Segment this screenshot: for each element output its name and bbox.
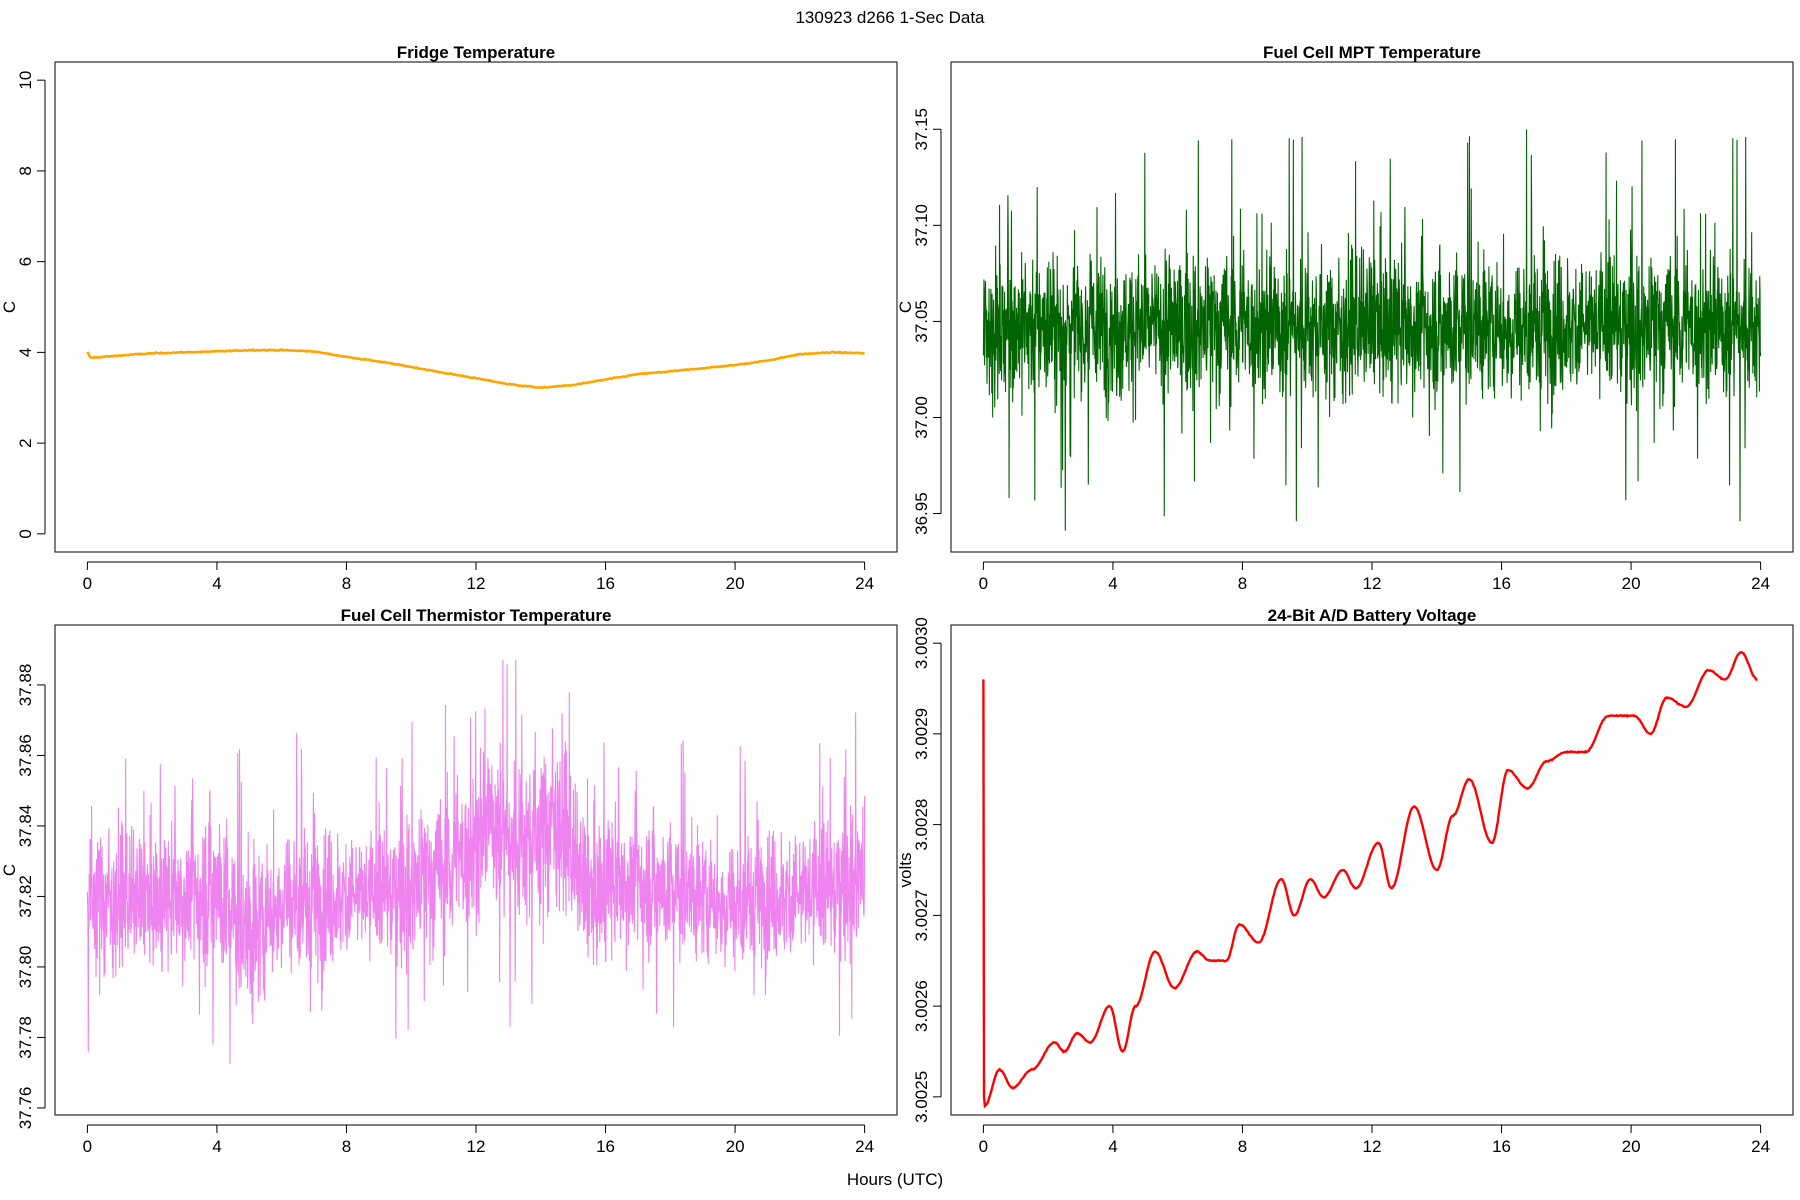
mpt-plot-frame: [950, 61, 1794, 553]
mpt-series-line: [982, 129, 1762, 531]
chart-thermistor: Fuel Cell Thermistor Temperature 0 4 8 12 16 2…: [0, 606, 898, 1156]
fridge-y-tick-label: 2: [16, 438, 35, 447]
figure-xlabel: Hours (UTC): [847, 1170, 943, 1189]
battery-x-tick-label: 24: [1751, 1137, 1770, 1156]
thermistor-y-tick-label: 37.88: [16, 664, 35, 707]
fridge-y-tick-label: 6: [16, 257, 35, 266]
battery-y-tick-label: 3.0028: [912, 799, 931, 851]
thermistor-y-tick-label: 37.76: [16, 1087, 35, 1130]
battery-y-tick-label: 3.0025: [912, 1071, 931, 1123]
mpt-y-label: C: [896, 301, 915, 313]
fridge-plot-frame: [54, 61, 898, 553]
fridge-x-tick-label: 0: [83, 574, 92, 593]
battery-y-tick-label: 3.0029: [912, 708, 931, 760]
battery-x-tick-label: 16: [1492, 1137, 1511, 1156]
thermistor-y-label: C: [0, 864, 19, 876]
fridge-y-tick-label: 10: [16, 71, 35, 90]
thermistor-y-tick-label: 37.78: [16, 1016, 35, 1059]
mpt-x-tick-label: 4: [1108, 574, 1117, 593]
fridge-x-tick-label: 20: [726, 574, 745, 593]
battery-series-line: [982, 651, 1758, 1109]
battery-title: 24-Bit A/D Battery Voltage: [1268, 606, 1477, 625]
thermistor-y-tick-label: 37.84: [16, 805, 35, 848]
fridge-title: Fridge Temperature: [397, 43, 555, 62]
mpt-y-tick-label: 37.10: [912, 204, 931, 247]
fridge-x-tick-label: 16: [596, 574, 615, 593]
thermistor-x-tick-label: 8: [342, 1137, 351, 1156]
battery-x-tick-label: 0: [979, 1137, 988, 1156]
thermistor-title: Fuel Cell Thermistor Temperature: [341, 606, 612, 625]
battery-y-tick-label: 3.0030: [912, 617, 931, 669]
thermistor-x-tick-label: 20: [726, 1137, 745, 1156]
fridge-y-tick-label: 4: [16, 348, 35, 357]
chart-mpt: Fuel Cell MPT Temperature 0 4 8 12 16 20 24 36.9…: [896, 43, 1794, 593]
thermistor-y-tick-label: 37.86: [16, 734, 35, 777]
fridge-y-label: C: [0, 301, 19, 313]
battery-x-tick-label: 8: [1238, 1137, 1247, 1156]
mpt-x-tick-label: 0: [979, 574, 988, 593]
fridge-x-tick-label: 24: [855, 574, 874, 593]
battery-x-tick-label: 12: [1363, 1137, 1382, 1156]
mpt-y-tick-label: 37.00: [912, 396, 931, 439]
fridge-y-tick-label: 8: [16, 166, 35, 175]
battery-x-tick-label: 4: [1108, 1137, 1117, 1156]
mpt-y-tick-label: 37.15: [912, 108, 931, 151]
fridge-y-tick-label: 0: [16, 529, 35, 538]
thermistor-x-tick-label: 0: [83, 1137, 92, 1156]
thermistor-plot-frame: [54, 624, 898, 1116]
mpt-x-tick-label: 20: [1622, 574, 1641, 593]
mpt-y-tick-label: 36.95: [912, 492, 931, 535]
thermistor-y-tick-label: 37.80: [16, 946, 35, 989]
thermistor-x-tick-label: 24: [855, 1137, 874, 1156]
battery-plot-frame: [950, 624, 1794, 1116]
thermistor-y-tick-label: 37.82: [16, 875, 35, 918]
mpt-x-tick-label: 24: [1751, 574, 1770, 593]
mpt-x-tick-label: 16: [1492, 574, 1511, 593]
figure-title: 130923 d266 1-Sec Data: [795, 8, 985, 27]
mpt-x-tick-label: 12: [1363, 574, 1382, 593]
fridge-x-tick-label: 4: [212, 574, 221, 593]
thermistor-x-tick-label: 4: [212, 1137, 221, 1156]
battery-y-label: volts: [896, 853, 915, 888]
thermistor-x-tick-label: 16: [596, 1137, 615, 1156]
battery-x-tick-label: 20: [1622, 1137, 1641, 1156]
thermistor-series-line: [86, 659, 866, 1065]
fridge-series-line: [86, 347, 866, 389]
fridge-x-tick-label: 12: [467, 574, 486, 593]
fridge-x-tick-label: 8: [342, 574, 351, 593]
battery-y-tick-label: 3.0027: [912, 889, 931, 941]
chart-battery: 24-Bit A/D Battery Voltage 0 4 8 12 16 20 24 3.0…: [896, 606, 1794, 1156]
mpt-x-tick-label: 8: [1238, 574, 1247, 593]
mpt-title: Fuel Cell MPT Temperature: [1263, 43, 1481, 62]
thermistor-x-tick-label: 12: [467, 1137, 486, 1156]
battery-y-tick-label: 3.0026: [912, 980, 931, 1032]
mpt-y-tick-label: 37.05: [912, 300, 931, 343]
